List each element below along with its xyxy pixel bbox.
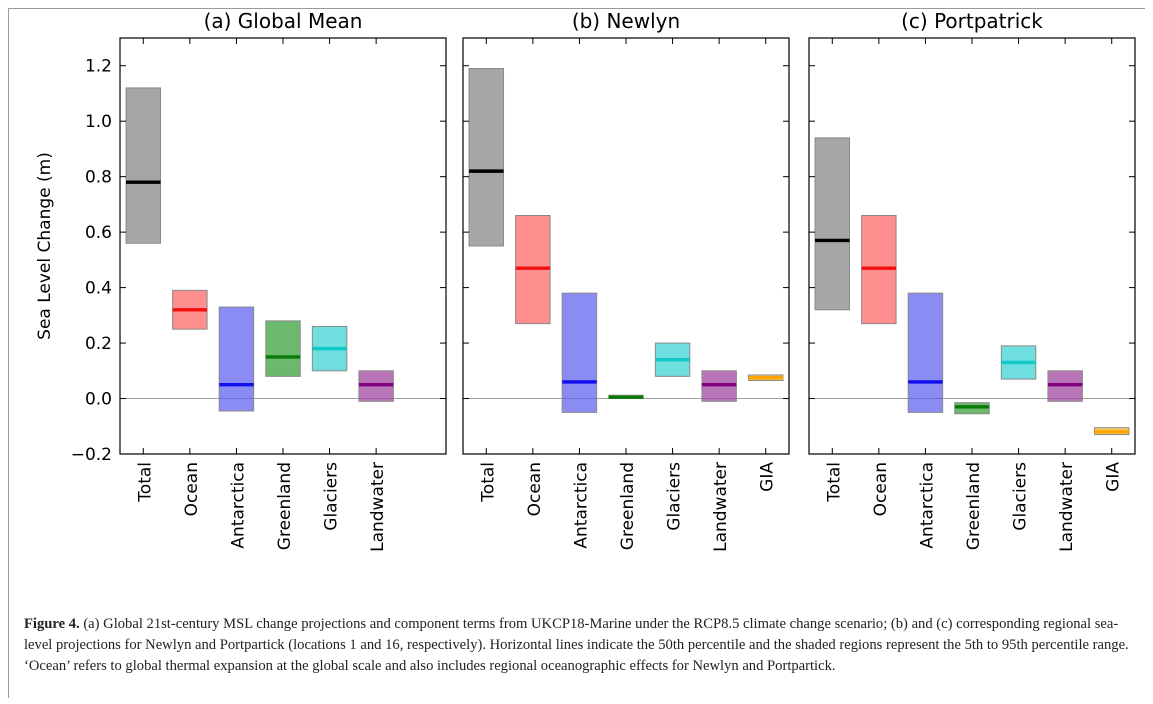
y-tick-label: 0.8 [85,168,112,188]
x-tick-label: Glaciers [322,462,342,531]
x-tick-label: Ocean [871,462,891,516]
y-tick-label: 0.6 [85,223,112,243]
axes-frame [462,37,790,455]
x-tick-label: Greenland [275,462,295,550]
x-tick-label: Antarctica [917,462,937,549]
y-tick-label: 0.0 [85,390,112,410]
panel-title: (b) Newlyn [572,9,680,33]
sea-level-chart: (a) Global Mean Total Ocean Antarctica Green… [35,9,1136,552]
x-tick-label: Ocean [525,462,545,516]
x-tick-label: Antarctica [228,462,248,549]
x-tick-label: GIA [758,462,778,492]
x-tick-label: Glaciers [665,462,685,531]
caption-text: (a) Global 21st-century MSL change proje… [24,616,1129,674]
panel-2: (b) Newlyn Total Ocean Antarctica Greenland G… [462,9,790,552]
range-bar-total [814,137,851,311]
x-tick-label: Total [824,462,844,503]
range-bar-total [468,68,505,247]
x-tick-label: Glaciers [1011,462,1031,531]
x-tick-label: Greenland [964,462,984,550]
axes-frame [808,37,1136,455]
panel-3: (c) Portpatrick Total Ocean Antarctica Green… [808,9,1136,552]
x-tick-label: Total [478,462,498,503]
x-tick-label: Landwater [711,462,731,552]
y-tick-label: 1.0 [85,112,112,132]
x-tick-label: Greenland [618,462,638,550]
y-tick-label: 0.2 [85,334,112,354]
y-tick-label: −0.2 [71,445,112,465]
range-bar-antarctica [561,292,598,413]
caption-label: Figure 4. [24,616,80,632]
panel-1: (a) Global Mean Total Ocean Antarctica Green… [71,9,447,552]
panel-title: (c) Portpatrick [901,9,1043,33]
range-bar-antarctica [907,292,944,413]
x-tick-label: Ocean [182,462,202,516]
range-bar-greenland [265,320,301,377]
figure-frame [8,8,1145,698]
x-tick-label: Antarctica [571,462,591,549]
x-tick-label: Landwater [1057,462,1077,552]
range-bar-total [125,87,162,244]
figure-caption: Figure 4. (a) Global 21st-century MSL ch… [24,614,1134,677]
y-tick-label: 1.2 [85,57,112,77]
panel-title: (a) Global Mean [204,9,363,33]
x-tick-label: GIA [1104,462,1124,492]
axes-frame [119,37,447,455]
x-tick-label: Landwater [368,462,388,552]
y-axis-label: Sea Level Change (m) [35,152,55,340]
y-tick-label: 0.4 [85,279,112,299]
x-tick-label: Total [135,462,155,503]
range-bar-antarctica [218,306,255,412]
